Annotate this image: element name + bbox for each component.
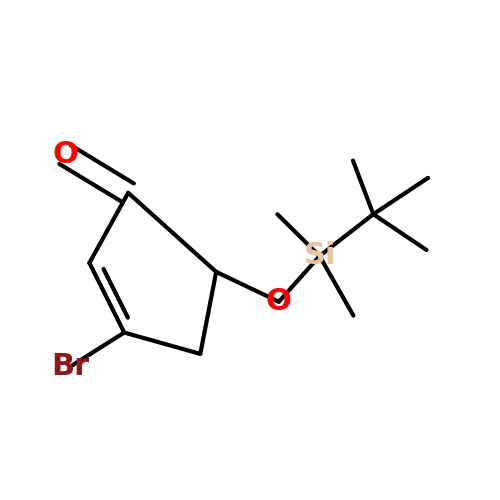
Text: O: O	[266, 287, 292, 316]
Text: Br: Br	[51, 352, 89, 382]
Text: O: O	[52, 140, 78, 169]
Text: Si: Si	[304, 242, 336, 270]
